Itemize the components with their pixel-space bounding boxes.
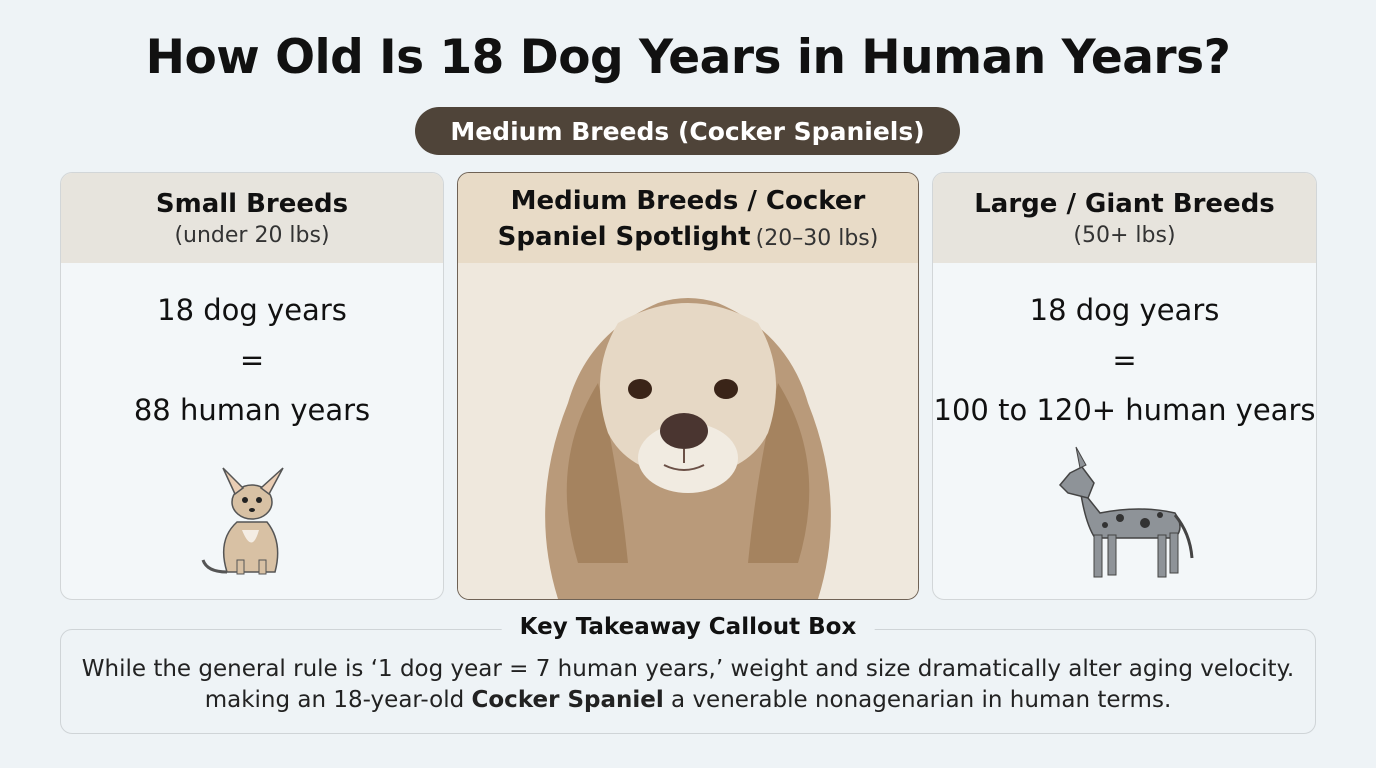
card-body: 18 dog years = 100 to 120+ human years bbox=[933, 263, 1316, 587]
card-line: 88 human years bbox=[133, 393, 371, 427]
card-small: Small Breeds (under 20 lbs) 18 dog years… bbox=[60, 172, 444, 600]
callout-line: making an 18-year-old Cocker Spaniel a v… bbox=[61, 685, 1315, 716]
card-header: Large / Giant Breeds (50+ lbs) bbox=[933, 173, 1316, 263]
card-line: 18 dog years bbox=[157, 293, 347, 327]
callout-box: Key Takeaway Callout Box While the gener… bbox=[60, 614, 1316, 734]
title: How Old Is 18 Dog Years in Human Years? bbox=[145, 30, 1231, 85]
callout-title: Key Takeaway Callout Box bbox=[501, 614, 875, 640]
callout-text: a venerable nonagenarian in human terms. bbox=[663, 687, 1172, 713]
callout-emphasis: Cocker Spaniel bbox=[471, 687, 664, 713]
card-subtitle: (under 20 lbs) bbox=[174, 222, 330, 248]
card-large: Large / Giant Breeds (50+ lbs) 18 dog ye… bbox=[932, 172, 1317, 600]
chihuahua-illustration bbox=[201, 467, 284, 575]
cocker-spaniel-portrait bbox=[458, 263, 918, 599]
callout-text: making an 18-year-old bbox=[204, 687, 472, 713]
card-title: Medium Breeds / Cocker Spaniel Spotlight bbox=[497, 186, 866, 252]
card-line: = bbox=[239, 343, 265, 377]
card-title: Small Breeds bbox=[155, 188, 349, 219]
card-line: 18 dog years bbox=[1029, 293, 1220, 327]
card-subtitle: (20–30 lbs) bbox=[755, 226, 879, 251]
callout-line: While the general rule is ‘1 dog year = … bbox=[81, 656, 1295, 682]
card-medium: Medium Breeds / Cocker Spaniel Spotlight… bbox=[457, 172, 919, 600]
card-body: 18 dog years = 88 human years bbox=[61, 263, 443, 584]
card-header: Medium Breeds / Cocker Spaniel Spotlight… bbox=[458, 173, 918, 263]
card-header: Small Breeds (under 20 lbs) bbox=[61, 173, 443, 263]
card-line: 100 to 120+ human years bbox=[933, 393, 1316, 427]
card-line: = bbox=[1112, 343, 1137, 377]
card-title: Large / Giant Breeds bbox=[974, 188, 1275, 219]
card-subtitle: (50+ lbs) bbox=[1073, 222, 1176, 248]
badge: Medium Breeds (Cocker Spaniels) bbox=[415, 107, 960, 155]
great-dane-illustration bbox=[1058, 446, 1193, 578]
